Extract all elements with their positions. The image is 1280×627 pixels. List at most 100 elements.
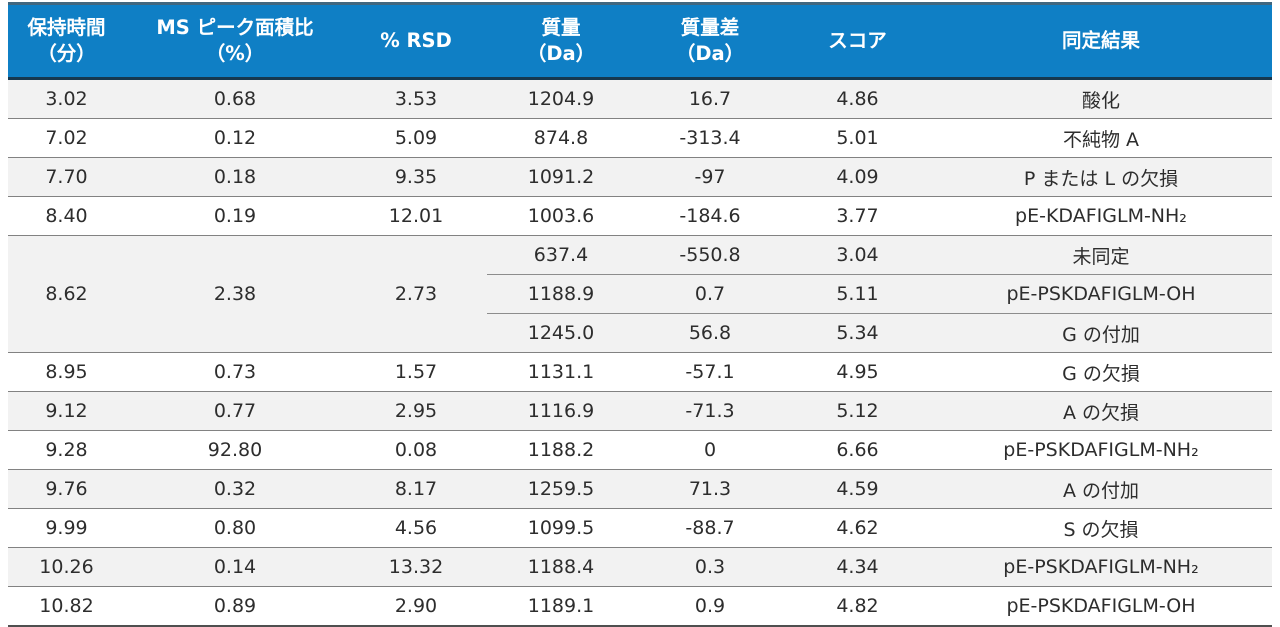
cell-score: 5.34 xyxy=(785,313,930,353)
cell-identification: pE-PSKDAFIGLM-NH₂ xyxy=(930,547,1272,587)
cell-rsd: 5.09 xyxy=(345,118,487,158)
table-row: 10.82 0.89 2.90 1189.1 0.9 4.82 pE-PSKDA… xyxy=(8,586,1272,627)
cell-retention-time: 9.12 xyxy=(8,391,125,431)
column-header-retention-time: 保持時間 （分） xyxy=(8,2,125,80)
cell-score: 4.86 xyxy=(785,78,930,119)
cell-mass-diff: -57.1 xyxy=(635,352,785,392)
header-label: 質量差 xyxy=(680,16,740,39)
table-row-merged-lead: 8.62 2.38 2.73 637.4 -550.8 3.04 未同定 xyxy=(8,235,1272,353)
cell-mass: 1091.2 xyxy=(487,157,635,197)
table-row: 8.95 0.73 1.57 1131.1 -57.1 4.95 G の欠損 xyxy=(8,352,1272,392)
cell-retention-time: 8.95 xyxy=(8,352,125,392)
column-header-identification: 同定結果 xyxy=(930,2,1272,80)
cell-rsd: 2.95 xyxy=(345,391,487,431)
cell-mass-diff: -88.7 xyxy=(635,508,785,548)
cell-identification: pE-KDAFIGLM-NH₂ xyxy=(930,196,1272,236)
cell-mass-diff: 71.3 xyxy=(635,469,785,509)
column-header-ms-peak-area: MS ピーク面積比 （%） xyxy=(125,2,345,80)
cell-identification: pE-PSKDAFIGLM-NH₂ xyxy=(930,430,1272,470)
header-label: MS ピーク面積比 xyxy=(156,16,314,39)
cell-mass-diff: 0 xyxy=(635,430,785,470)
cell-rsd: 1.57 xyxy=(345,352,487,392)
cell-ms-peak-area: 0.68 xyxy=(125,78,345,119)
cell-mass: 1003.6 xyxy=(487,196,635,236)
header-label: 同定結果 xyxy=(1061,29,1140,52)
cell-score: 5.12 xyxy=(785,391,930,431)
column-header-rsd: % RSD xyxy=(345,2,487,80)
cell-mass: 1204.9 xyxy=(487,78,635,119)
cell-rsd: 8.17 xyxy=(345,469,487,509)
table-row: 8.40 0.19 12.01 1003.6 -184.6 3.77 pE-KD… xyxy=(8,196,1272,236)
cell-identification: A の欠損 xyxy=(930,391,1272,431)
column-header-mass-diff: 質量差 （Da） xyxy=(635,2,785,80)
cell-ms-peak-area: 0.80 xyxy=(125,508,345,548)
cell-mass-diff: -550.8 xyxy=(635,235,785,275)
cell-retention-time: 7.02 xyxy=(8,118,125,158)
header-unit: （%） xyxy=(205,42,265,65)
cell-ms-peak-area: 0.77 xyxy=(125,391,345,431)
cell-ms-peak-area: 0.19 xyxy=(125,196,345,236)
header-label: % RSD xyxy=(380,29,452,52)
cell-rsd: 0.08 xyxy=(345,430,487,470)
cell-mass-diff: -97 xyxy=(635,157,785,197)
cell-identification: P または L の欠損 xyxy=(930,157,1272,197)
table-subrow: 1188.9 0.7 5.11 pE-PSKDAFIGLM-OH xyxy=(8,274,1272,314)
cell-ms-peak-area: 0.32 xyxy=(125,469,345,509)
cell-rsd: 3.53 xyxy=(345,78,487,119)
table-row: 9.12 0.77 2.95 1116.9 -71.3 5.12 A の欠損 xyxy=(8,391,1272,431)
cell-mass: 1189.1 xyxy=(487,586,635,627)
table-row: 9.76 0.32 8.17 1259.5 71.3 4.59 A の付加 xyxy=(8,469,1272,509)
cell-ms-peak-area: 0.89 xyxy=(125,586,345,627)
cell-identification: S の欠損 xyxy=(930,508,1272,548)
cell-mass-diff: 0.3 xyxy=(635,547,785,587)
cell-score: 3.77 xyxy=(785,196,930,236)
cell-rsd: 2.73 xyxy=(345,235,487,353)
cell-mass-diff: 16.7 xyxy=(635,78,785,119)
cell-mass: 1099.5 xyxy=(487,508,635,548)
cell-score: 4.62 xyxy=(785,508,930,548)
cell-mass-diff: 0.7 xyxy=(635,274,785,314)
cell-ms-peak-area: 0.18 xyxy=(125,157,345,197)
cell-mass: 1188.4 xyxy=(487,547,635,587)
cell-identification: A の付加 xyxy=(930,469,1272,509)
cell-score: 4.59 xyxy=(785,469,930,509)
results-table: 保持時間 （分） MS ピーク面積比 （%） % RSD 質量 （Da） 質量差… xyxy=(8,2,1272,627)
cell-rsd: 13.32 xyxy=(345,547,487,587)
cell-mass: 1131.1 xyxy=(487,352,635,392)
cell-score: 4.95 xyxy=(785,352,930,392)
table-row: 7.02 0.12 5.09 874.8 -313.4 5.01 不純物 A xyxy=(8,118,1272,158)
cell-identification: 不純物 A xyxy=(930,118,1272,158)
cell-retention-time: 10.26 xyxy=(8,547,125,587)
table-row: 7.70 0.18 9.35 1091.2 -97 4.09 P または L の… xyxy=(8,157,1272,197)
cell-mass-diff: -313.4 xyxy=(635,118,785,158)
header-unit: （分） xyxy=(37,42,96,65)
cell-mass: 1188.9 xyxy=(487,274,635,314)
cell-identification: G の付加 xyxy=(930,313,1272,353)
cell-score: 6.66 xyxy=(785,430,930,470)
cell-mass: 874.8 xyxy=(487,118,635,158)
cell-mass-diff: 0.9 xyxy=(635,586,785,627)
cell-ms-peak-area: 0.73 xyxy=(125,352,345,392)
table-subrow: 1245.0 56.8 5.34 G の付加 xyxy=(8,313,1272,353)
cell-mass: 1245.0 xyxy=(487,313,635,353)
header-label: スコア xyxy=(828,29,887,52)
cell-ms-peak-area: 0.14 xyxy=(125,547,345,587)
cell-identification: pE-PSKDAFIGLM-OH xyxy=(930,274,1272,314)
header-row: 保持時間 （分） MS ピーク面積比 （%） % RSD 質量 （Da） 質量差… xyxy=(8,2,1272,80)
cell-mass-diff: 56.8 xyxy=(635,313,785,353)
cell-rsd: 2.90 xyxy=(345,586,487,627)
table-body: 3.02 0.68 3.53 1204.9 16.7 4.86 酸化 7.02 … xyxy=(8,78,1272,627)
table-header: 保持時間 （分） MS ピーク面積比 （%） % RSD 質量 （Da） 質量差… xyxy=(8,2,1272,80)
cell-mass-diff: -71.3 xyxy=(635,391,785,431)
table-row: 9.28 92.80 0.08 1188.2 0 6.66 pE-PSKDAFI… xyxy=(8,430,1272,470)
cell-score: 3.04 xyxy=(785,235,930,275)
cell-identification: pE-PSKDAFIGLM-OH xyxy=(930,586,1272,627)
cell-identification: 酸化 xyxy=(930,78,1272,119)
table-row: 10.26 0.14 13.32 1188.4 0.3 4.34 pE-PSKD… xyxy=(8,547,1272,587)
cell-ms-peak-area: 2.38 xyxy=(125,235,345,353)
table-row: 3.02 0.68 3.53 1204.9 16.7 4.86 酸化 xyxy=(8,78,1272,119)
cell-retention-time: 9.28 xyxy=(8,430,125,470)
column-header-score: スコア xyxy=(785,2,930,80)
cell-score: 4.82 xyxy=(785,586,930,627)
